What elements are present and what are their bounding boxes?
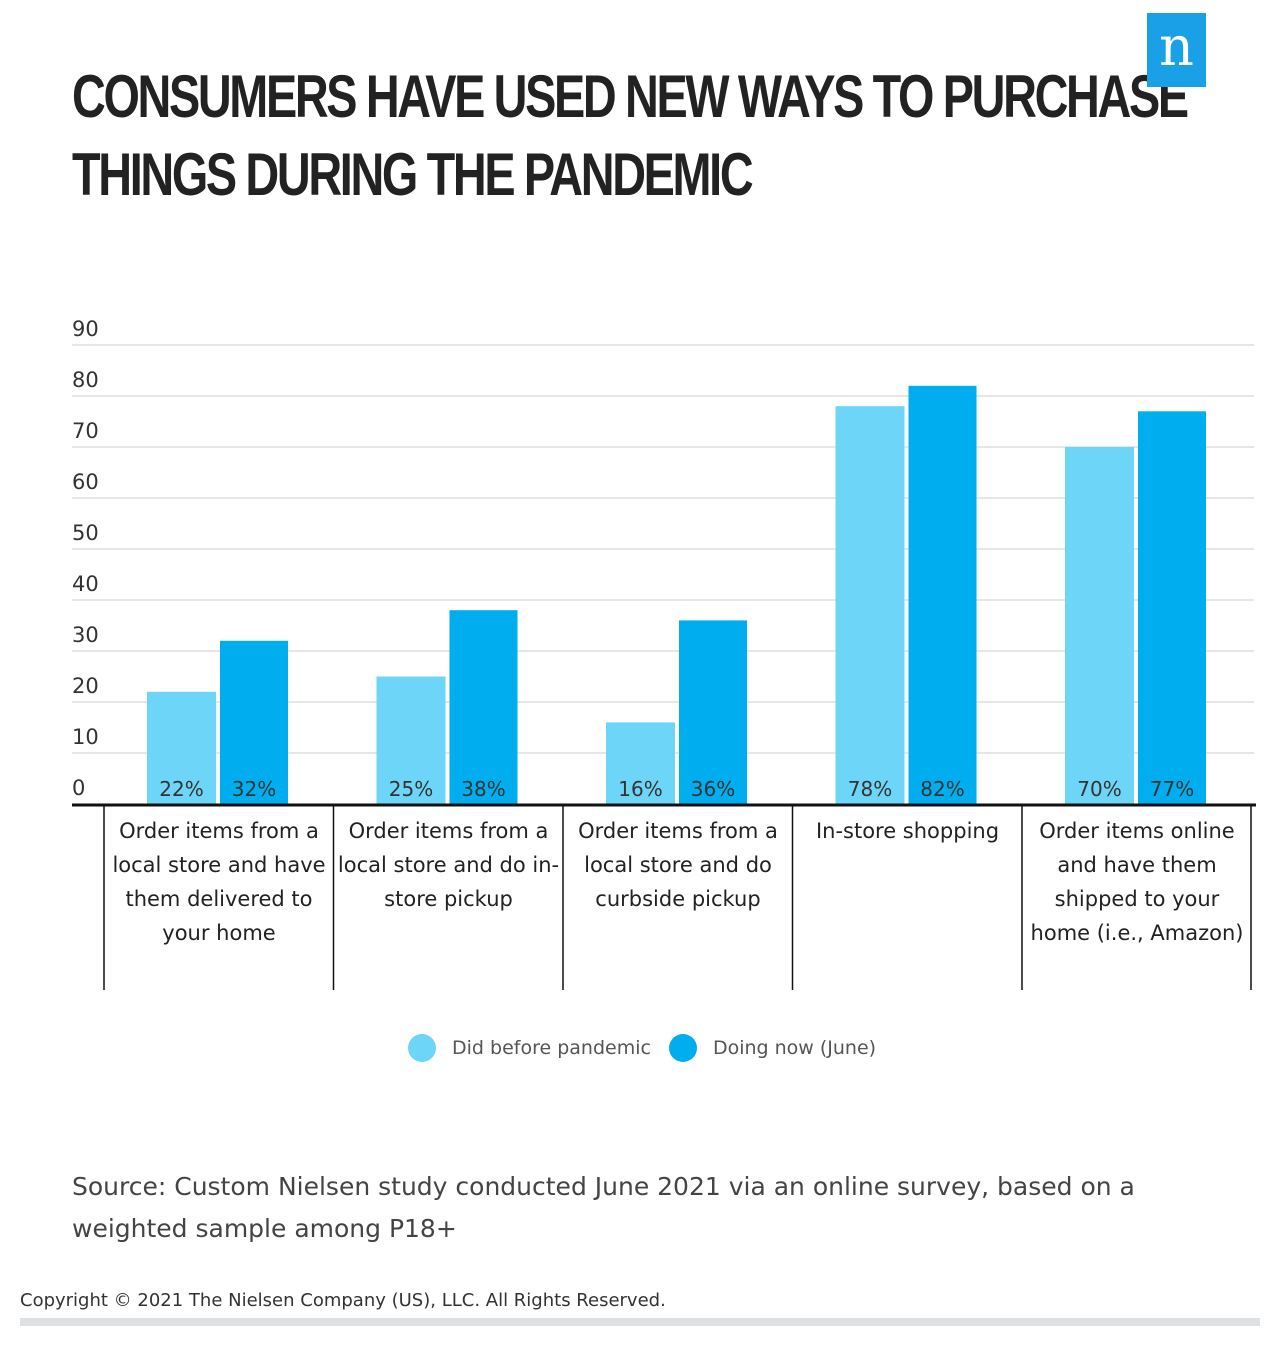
- data-label: 16%: [618, 777, 662, 801]
- data-label: 77%: [1150, 777, 1194, 801]
- bar-now: [679, 620, 747, 804]
- y-tick-label: 80: [72, 368, 99, 392]
- y-tick-label: 10: [72, 725, 99, 749]
- bar-before: [1065, 447, 1134, 804]
- y-tick-label: 90: [72, 317, 99, 341]
- bar-now: [908, 385, 977, 804]
- bar-now: [449, 610, 518, 804]
- y-tick-label: 30: [72, 623, 99, 647]
- y-tick-label: 60: [72, 470, 99, 494]
- x-category-label: Order items from a local store and have …: [112, 819, 326, 945]
- data-label: 70%: [1077, 777, 1121, 801]
- data-label: 25%: [389, 777, 433, 801]
- legend-swatch-now: [668, 1034, 697, 1062]
- x-category-label: In-store shopping: [815, 819, 1000, 843]
- bar-now: [1138, 411, 1206, 804]
- data-label: 36%: [691, 777, 735, 801]
- y-tick-label: 0: [72, 776, 85, 800]
- bar-before: [376, 676, 446, 804]
- bar-chart: 0 10 20 30 40 50 60 70 80 90 22% 32% 25% 38% 16% 36% 78%…: [72, 317, 1256, 990]
- bar-before: [606, 722, 675, 804]
- x-category-label: Order items online and have them shipped…: [1030, 819, 1244, 945]
- legend-label-now: Doing now (June): [712, 1037, 877, 1059]
- y-tick-label: 70: [72, 419, 99, 443]
- data-label: 22%: [159, 777, 203, 801]
- data-label: 78%: [848, 777, 892, 801]
- bar-before: [835, 406, 905, 804]
- legend-swatch-before: [408, 1034, 436, 1062]
- footer-bar: [20, 1318, 1260, 1326]
- legend-label-before: Did before pandemic: [452, 1037, 651, 1059]
- logo-letter: n: [1159, 15, 1194, 78]
- bar-before: [147, 691, 216, 804]
- y-tick-label: 50: [72, 521, 99, 545]
- source-note: Source: Custom Nielsen study conducted J…: [72, 1172, 1135, 1243]
- data-label: 82%: [920, 777, 964, 801]
- data-label: 32%: [232, 777, 276, 801]
- x-category-label: Order items from a local store and do cu…: [578, 819, 778, 911]
- y-tick-label: 20: [72, 674, 99, 698]
- x-category-label: Order items from a local store and do in…: [337, 819, 560, 911]
- bar-now: [220, 640, 288, 804]
- data-label: 38%: [461, 777, 505, 801]
- copyright: Copyright © 2021 The Nielsen Company (US…: [20, 1290, 666, 1311]
- title-line: THINGS DURING THE PANDEMIC: [72, 141, 754, 208]
- nielsen-logo: n: [1147, 13, 1206, 87]
- y-tick-label: 40: [72, 572, 99, 596]
- legend: Did before pandemic Doing now (June): [408, 1034, 876, 1062]
